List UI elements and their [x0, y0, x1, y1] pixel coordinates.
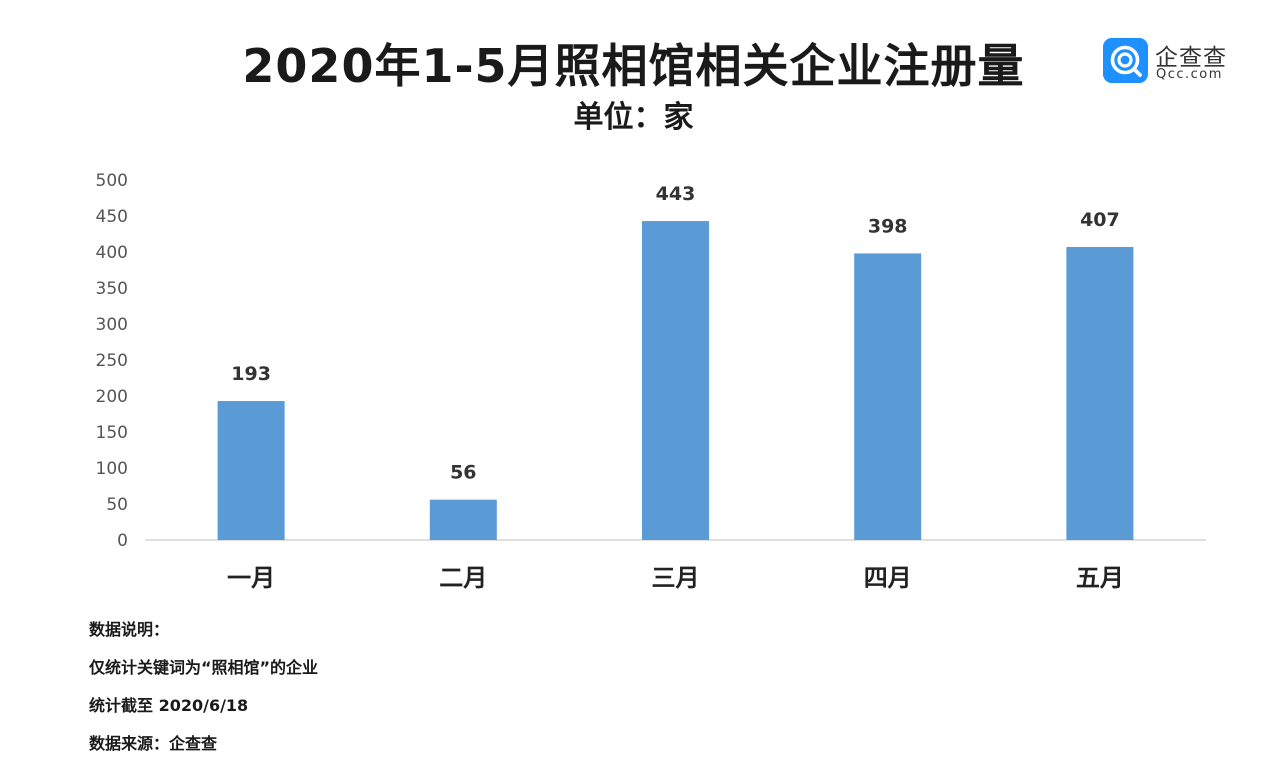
y-tick-label: 200: [96, 387, 128, 407]
logo-name: 企查查: [1155, 45, 1227, 71]
y-tick-label: 250: [96, 351, 128, 371]
x-category-label: 四月: [864, 564, 912, 592]
bar-2: [429, 499, 497, 540]
y-axis-ticks: 0 50 100 150 200 250 300 350 400 450 500: [96, 171, 128, 551]
logo-domain: Qcc.com: [1156, 67, 1223, 82]
y-tick-label: 500: [96, 171, 128, 191]
bar-value-label: 398: [868, 215, 908, 237]
bar-value-label: 56: [450, 462, 476, 484]
data-labels: 193 56 443 398 407: [231, 183, 1119, 484]
y-tick-label: 150: [96, 423, 128, 443]
y-tick-label: 300: [96, 315, 128, 335]
bar-value-label: 443: [656, 183, 696, 205]
x-axis-labels: 一月 二月 三月 四月 五月: [227, 564, 1124, 592]
y-tick-label: 350: [96, 279, 128, 299]
qcc-logo: 企查查 Qcc.com: [1103, 38, 1243, 88]
note-heading: 数据说明：: [89, 620, 170, 639]
bar-value-label: 193: [231, 363, 271, 385]
bar-value-label: 407: [1080, 209, 1120, 231]
bar-5: [1066, 246, 1134, 540]
qcc-logo-icon: [1103, 38, 1148, 83]
x-category-label: 五月: [1076, 564, 1124, 592]
bar-3: [642, 221, 709, 541]
bar-series: [217, 221, 1134, 541]
bar-4: [854, 253, 922, 540]
y-tick-label: 0: [117, 531, 128, 551]
chart-subtitle: 单位：家: [573, 100, 694, 135]
note-source: 数据来源：企查查: [89, 734, 218, 753]
note-cutoff-date: 统计截至 2020/6/18: [89, 696, 249, 715]
y-tick-label: 100: [96, 459, 128, 479]
bar-1: [217, 401, 285, 540]
note-scope: 仅统计关键词为“照相馆”的企业: [89, 658, 319, 677]
x-category-label: 三月: [652, 564, 700, 592]
x-category-label: 一月: [227, 564, 275, 592]
x-category-label: 二月: [439, 564, 487, 592]
y-tick-label: 50: [106, 495, 128, 515]
chart-title: 2020年1-5月照相馆相关企业注册量: [242, 39, 1025, 93]
y-tick-label: 450: [96, 207, 128, 227]
data-notes: 数据说明： 仅统计关键词为“照相馆”的企业 统计截至 2020/6/18 数据来…: [89, 619, 318, 771]
y-tick-label: 400: [96, 243, 128, 263]
